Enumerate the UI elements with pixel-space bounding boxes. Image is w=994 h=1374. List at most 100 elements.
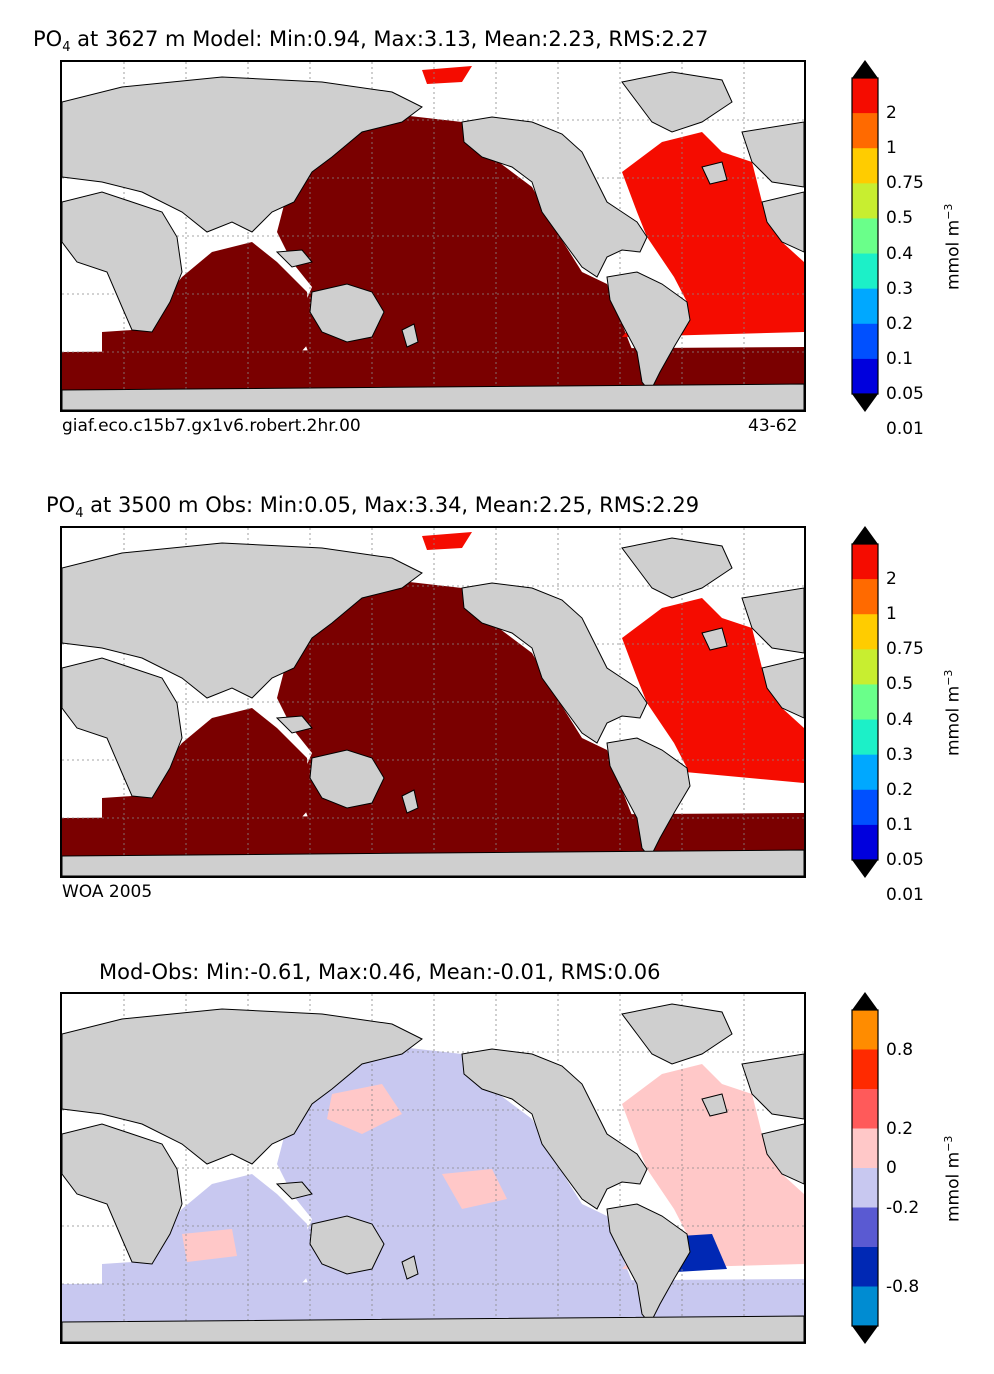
title-text: PO [46, 493, 76, 517]
map-land [62, 537, 804, 876]
colorbar-tick-label: 0.3 [886, 744, 914, 765]
title-subscript: 4 [62, 40, 71, 56]
colorbar-bin [852, 754, 878, 791]
map-graticule [62, 528, 804, 876]
colorbar-bin [852, 148, 878, 184]
arctic-patch [422, 66, 472, 84]
colorbar-bin [852, 253, 878, 290]
map-graticule [62, 62, 804, 410]
unit-text: mmol m [943, 685, 964, 756]
colorbar-unit-label: mmol m−3 [942, 1136, 964, 1222]
colorbar-bin [852, 78, 878, 114]
colorbar-tick-label: 0.5 [886, 208, 914, 229]
unit-text: mmol m [943, 219, 964, 290]
southern-diff [62, 1279, 804, 1322]
colorbar-bin [852, 218, 878, 255]
colorbar-bin [852, 544, 878, 580]
atlantic-diff [622, 1064, 804, 1269]
colorbar-tick-label: 0.2 [886, 1118, 914, 1139]
colorbar-bin [852, 614, 878, 650]
colorbar-bin [852, 1168, 878, 1208]
run-name-label: giaf.eco.c15b7.gx1v6.robert.2hr.00 [62, 416, 361, 436]
title-text-rest: at 3627 m Model: Min:0.94, Max:3.13, Mea… [70, 27, 709, 51]
colorbar-tick-label: 0.2 [886, 779, 914, 800]
title-text: PO [33, 27, 63, 51]
colorbar-bin [852, 579, 878, 615]
colorbar-tick-label: 0.01 [886, 885, 924, 906]
panel-title: Mod-Obs: Min:-0.61, Max:0.46, Mean:-0.01… [99, 960, 661, 984]
unit-superscript: −3 [942, 1135, 955, 1152]
colorbar-outline [851, 543, 879, 861]
colorbar-bin [852, 1286, 878, 1327]
unit-superscript: −3 [942, 203, 955, 220]
atlantic-fill [622, 132, 804, 337]
southern-ocean-fill [62, 347, 804, 390]
southern-ocean-fill [62, 813, 804, 856]
colorbar-tick-label: -0.2 [886, 1197, 920, 1218]
colorbar-tick-label: 2 [886, 103, 897, 124]
colorbar-tick-label: 0.3 [886, 278, 914, 299]
colorbar-tick-label: 0.05 [886, 384, 924, 404]
title-text-rest: at 3500 m Obs: Min:0.05, Max:3.34, Mean:… [83, 493, 700, 517]
pacific-positive-patch [327, 1084, 402, 1134]
colorbar-bin [852, 113, 878, 149]
colorbar-extend-top [852, 526, 878, 544]
colorbar-tick-label: 0.5 [886, 674, 914, 695]
colorbar-extend-bottom [852, 394, 878, 412]
indian-ocean-fill [102, 242, 310, 367]
colorbar-tick-label: 0.1 [886, 348, 914, 369]
colorbar-bin [852, 649, 878, 685]
colorbar-tick-label: 0.1 [886, 814, 914, 835]
colorbar-extend-top [852, 992, 878, 1010]
colorbar-tick-label: 1 [886, 138, 897, 159]
colorbar-extend-bottom [852, 860, 878, 878]
colorbar-bin [852, 1128, 878, 1169]
unit-superscript: −3 [942, 669, 955, 686]
dataset-label: WOA 2005 [62, 882, 153, 902]
colorbar-bin [852, 824, 878, 861]
map-land [62, 71, 804, 410]
colorbar-bin [852, 719, 878, 756]
map-obs [60, 526, 806, 878]
colorbar-bin [852, 183, 878, 219]
colorbar-bin [852, 1247, 878, 1287]
title-subscript: 4 [75, 506, 84, 522]
colorbar-tick-label: -0.8 [886, 1276, 920, 1297]
indian-positive-patch [182, 1229, 237, 1262]
colorbar-tick-label: 0.2 [886, 313, 914, 334]
colorbar-unit-label: mmol m−3 [942, 204, 964, 290]
colorbar-bin [852, 684, 878, 721]
colorbar-tick-label: 0.05 [886, 850, 924, 870]
colorbar-tick-label: 0.75 [886, 173, 924, 194]
colorbar-bin [852, 1010, 878, 1050]
year-range-label: 43-62 [748, 416, 798, 436]
arctic-patch [422, 532, 472, 550]
colorbar-tick-label: 0.01 [886, 419, 924, 440]
colorbar-extend-bottom [852, 1326, 878, 1344]
unit-text: mmol m [943, 1151, 964, 1222]
colorbar-outline [851, 1009, 879, 1327]
colorbar-bin [852, 1049, 878, 1090]
map-model [60, 60, 806, 412]
colorbar-tick-label: 0.8 [886, 1039, 914, 1060]
colorbar-bin [852, 1207, 878, 1248]
colorbar-bin [852, 789, 878, 826]
map-diff [60, 992, 806, 1344]
map-land [62, 1003, 804, 1342]
map-graticule [62, 994, 804, 1342]
colorbar-diff [850, 992, 886, 1348]
colorbar-bin [852, 1089, 878, 1129]
panel-title: PO4 at 3627 m Model: Min:0.94, Max:3.13,… [33, 27, 708, 55]
colorbar-tick-label: 0.4 [886, 243, 914, 264]
colorbar-tick-label: 2 [886, 569, 897, 590]
colorbar-bin [852, 288, 878, 325]
colorbar-unit-label: mmol m−3 [942, 670, 964, 756]
colorbar-tick-label: 0.4 [886, 709, 914, 730]
pacific-positive-patch-2 [442, 1169, 507, 1209]
panel-title: PO4 at 3500 m Obs: Min:0.05, Max:3.34, M… [46, 493, 699, 521]
colorbar-outline [851, 77, 879, 395]
colorbar-obs [850, 526, 886, 882]
colorbar-tick-label: 1 [886, 604, 897, 625]
colorbar-model [850, 60, 886, 416]
colorbar-bin [852, 323, 878, 360]
